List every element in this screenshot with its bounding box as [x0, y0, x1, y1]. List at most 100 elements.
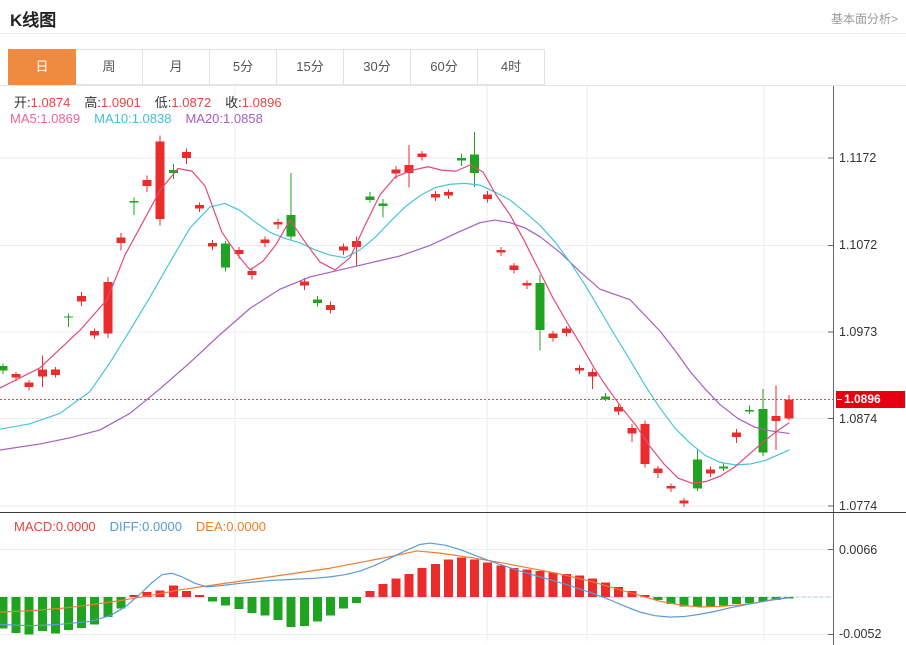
macd-bar — [352, 597, 362, 603]
candle — [0, 366, 8, 371]
macd-bar — [535, 571, 545, 597]
macd-bar — [181, 591, 191, 597]
macd-bar — [404, 573, 414, 597]
legend-label: 低: — [154, 95, 172, 110]
macd-bar — [326, 597, 335, 616]
candle — [745, 409, 755, 412]
legend-item: 收:1.0896 — [225, 95, 281, 110]
tab-period-5[interactable]: 30分 — [344, 49, 411, 85]
candle — [234, 249, 244, 255]
macd-bar — [365, 591, 375, 597]
legend-item: 开:1.0874 — [14, 95, 70, 110]
macd-bar — [758, 597, 768, 602]
legend-value: 1.0838 — [131, 111, 172, 126]
candle — [561, 328, 571, 333]
candle — [11, 373, 21, 378]
legend-item: DEA:0.0000 — [196, 519, 266, 534]
candle — [404, 164, 414, 173]
macd-bar — [312, 597, 322, 622]
legend-value: 1.0872 — [171, 95, 212, 110]
candle — [116, 237, 126, 243]
legend-value: 1.0858 — [223, 111, 263, 126]
ma5-line — [0, 164, 790, 484]
macd-bar — [561, 573, 571, 597]
macd-bar — [588, 578, 597, 597]
ma20-line — [0, 219, 790, 451]
legend-label: 高: — [84, 95, 102, 110]
legend-item: 低:1.0872 — [155, 95, 211, 110]
title-divider — [0, 33, 906, 34]
ma-legend: MA5:1.0869 MA10:1.0838 MA20:1.0858 — [10, 111, 277, 126]
macd-bar — [77, 597, 87, 628]
y-axis-label: 1.0973 — [839, 324, 878, 339]
tab-period-4[interactable]: 15分 — [277, 49, 344, 85]
legend-value: 1.0869 — [40, 111, 81, 126]
tab-period-1[interactable]: 周 — [76, 49, 143, 85]
macd-bar — [0, 597, 8, 629]
candle — [443, 192, 453, 196]
tab-period-7[interactable]: 4时 — [478, 49, 545, 85]
macd-bar — [90, 597, 100, 625]
candle — [653, 468, 663, 473]
candle — [574, 367, 584, 371]
candle — [155, 141, 165, 220]
macd-bar — [260, 597, 270, 616]
tab-period-0[interactable]: 日 — [8, 49, 76, 85]
macd-bar — [509, 568, 519, 597]
y-axis-label: 1.0874 — [839, 411, 878, 426]
fundamental-analysis-link[interactable]: 基本面分析> — [830, 12, 898, 26]
macd-bar — [496, 565, 506, 597]
macd-bar — [142, 591, 152, 597]
candle — [208, 242, 218, 247]
candle — [758, 408, 768, 453]
candle — [627, 428, 637, 434]
legend-label: DIFF: — [109, 519, 143, 534]
macd-bar — [745, 597, 755, 603]
candle — [260, 239, 270, 243]
legend-value: 1.0874 — [30, 95, 71, 110]
macd-bar — [574, 575, 584, 597]
legend-item: MA5:1.0869 — [10, 111, 80, 126]
candle — [679, 500, 689, 504]
legend-value: 0.0000 — [55, 519, 96, 534]
legend-item: MACD:0.0000 — [14, 519, 96, 534]
candle — [181, 151, 191, 158]
candle — [771, 415, 781, 422]
tab-period-6[interactable]: 60分 — [411, 49, 478, 85]
legend-value: 0.0000 — [142, 519, 182, 534]
candle — [365, 196, 375, 200]
macd-bar — [522, 569, 532, 597]
candle — [457, 158, 466, 161]
legend-label: MA10: — [94, 111, 132, 126]
candle — [50, 369, 60, 375]
tab-period-2[interactable]: 月 — [143, 49, 210, 85]
macd-bar — [11, 597, 21, 633]
candle — [666, 485, 676, 489]
tab-period-3[interactable]: 5分 — [210, 49, 277, 85]
macd-bar — [705, 597, 715, 607]
macd-bar — [627, 591, 637, 597]
legend-label: DEA: — [195, 519, 227, 534]
macd-bar — [640, 594, 650, 597]
macd-bar — [339, 597, 349, 609]
candle — [90, 331, 100, 336]
candle — [299, 281, 309, 286]
legend-label: MA20: — [185, 111, 224, 126]
candle — [64, 316, 73, 318]
candle — [286, 214, 296, 237]
macd-bar — [653, 597, 663, 600]
macd-bar — [614, 586, 624, 597]
y-axis-label: 1.1072 — [839, 238, 878, 253]
candle — [129, 200, 139, 203]
macd-bar — [208, 597, 218, 602]
candle — [77, 296, 87, 302]
macd-bar — [548, 572, 558, 597]
macd-bar — [457, 557, 466, 597]
legend-label: MACD: — [14, 519, 56, 534]
macd-bar — [273, 597, 283, 621]
macd-bar — [679, 597, 689, 607]
candle — [522, 283, 532, 286]
candle — [705, 469, 715, 474]
